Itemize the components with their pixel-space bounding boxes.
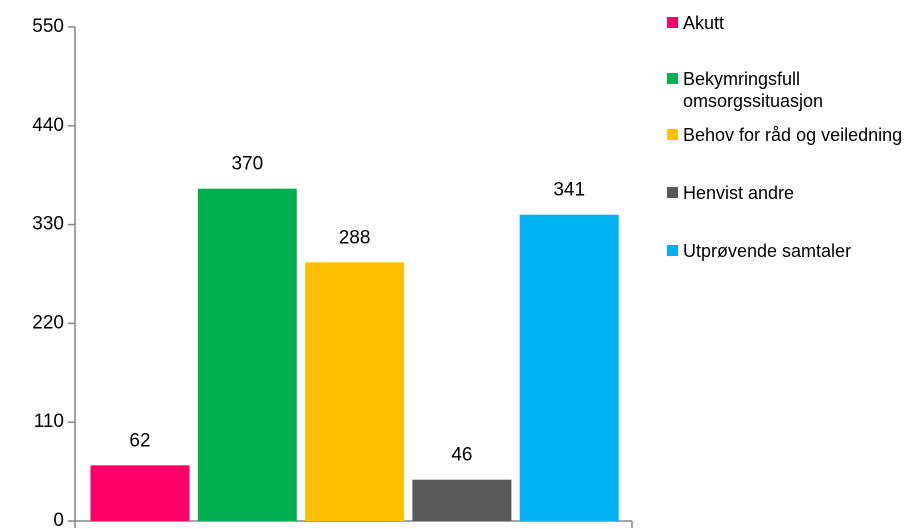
y-tick-label: 0 <box>53 510 64 529</box>
bar <box>305 262 405 521</box>
legend-label: Behov for råd og veiledning <box>683 125 903 145</box>
bar <box>197 188 297 521</box>
legend-item: Bekymringsfull omsorgssituasjon <box>667 68 922 112</box>
y-tick-label: 220 <box>32 312 64 333</box>
y-tick-label: 330 <box>32 214 64 235</box>
legend-item: Utprøvende samtaler <box>667 240 922 262</box>
bar <box>519 214 619 521</box>
bar <box>412 479 512 521</box>
legend-label: Henvist andre <box>683 183 795 203</box>
legend-swatch <box>667 17 678 28</box>
legend-swatch <box>667 187 678 198</box>
value-label: 62 <box>129 430 150 451</box>
value-label: 341 <box>553 180 585 201</box>
y-tick-label: 440 <box>32 115 64 136</box>
y-tick-label: 110 <box>34 411 64 432</box>
legend-item: Behov for råd og veiledning <box>667 124 922 146</box>
value-label: 288 <box>339 227 371 248</box>
bar <box>90 465 190 521</box>
y-tick-label: 550 <box>32 16 64 37</box>
legend-swatch <box>667 245 678 256</box>
legend-item: Akutt <box>667 12 922 34</box>
value-label: 46 <box>451 445 472 466</box>
legend-label: Bekymringsfull omsorgssituasjon <box>683 69 824 111</box>
legend-swatch <box>667 73 678 84</box>
value-label: 370 <box>231 154 263 175</box>
legend-label: Akutt <box>683 13 725 33</box>
legend-label: Utprøvende samtaler <box>683 241 852 261</box>
legend-item: Henvist andre <box>667 182 922 204</box>
legend-swatch <box>667 129 678 140</box>
